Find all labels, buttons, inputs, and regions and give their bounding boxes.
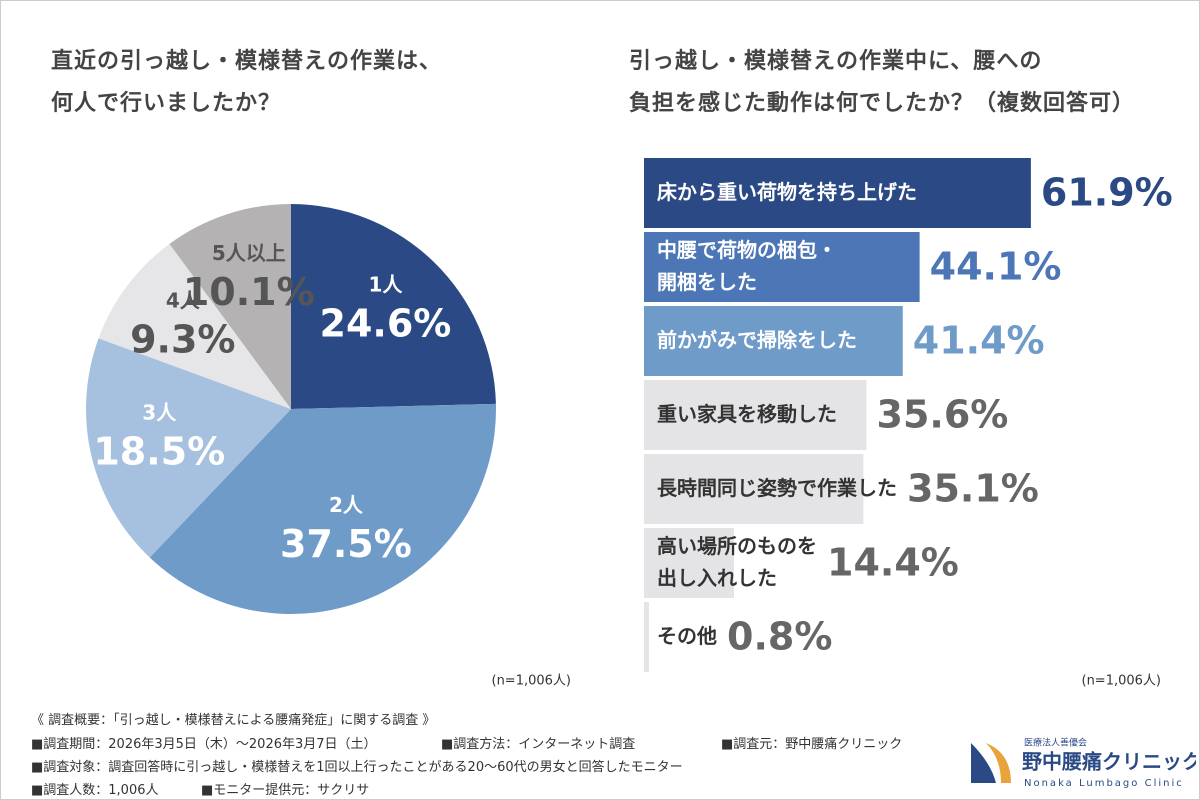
pie-value-label: 37.5% <box>280 522 412 566</box>
bar-category: 重い家具を移動した <box>657 402 837 426</box>
bar <box>644 454 864 524</box>
logo-sub: Nonaka Lumbago Clinic <box>1024 778 1184 789</box>
bar-value-label: 0.8% <box>727 615 832 659</box>
bar-value-label: 61.9% <box>1041 171 1173 215</box>
pie-slice <box>169 204 291 409</box>
footer-source: ■調査元：野中腰痛クリニック <box>721 737 903 752</box>
note: (n=1,006人) <box>1082 674 1162 689</box>
pie-category: 3人 <box>142 400 177 424</box>
bar <box>644 528 734 598</box>
footer-target: ■調査対象：調査回答時に引っ越し・模様替えを1回以上行ったことがある20～60代… <box>31 760 683 775</box>
bar <box>644 232 920 302</box>
pie-value-label: 10.1% <box>183 270 315 314</box>
pie-slice <box>85 338 291 558</box>
bar-category: 中腰で荷物の梱包・開梱をした <box>657 238 837 294</box>
logo-name: 野中腰痛クリニック <box>1022 750 1196 774</box>
bar-category: 高い場所のものを出し入れした <box>657 534 817 590</box>
bar-category: 長時間同じ姿勢で作業した <box>657 476 897 500</box>
logo-mark <box>971 743 996 783</box>
pie-slice <box>149 403 496 614</box>
logo: 医療法人善優会 野中腰痛クリニック Nonaka Lumbago Clinic <box>971 737 1196 789</box>
pie-value-label: 18.5% <box>93 429 225 473</box>
bar-category: 床から重い荷物を持ち上げた <box>657 180 917 204</box>
footer-heading: 《 調査概要：「引っ越し・模様替えによる腰痛発症」に関する調査 》 <box>31 713 436 728</box>
footer-method: ■調査方法：インターネット調査 <box>441 737 636 752</box>
bar <box>644 306 903 376</box>
pie-category: 4人 <box>166 288 201 312</box>
bar <box>644 602 649 672</box>
pie-slice <box>98 243 291 409</box>
pie-category: 2人 <box>329 493 364 517</box>
pie-category: 1人 <box>369 273 404 297</box>
bar-value-label: 14.4% <box>827 541 959 585</box>
bar-value-label: 44.1% <box>930 245 1062 289</box>
pie-value-label: 9.3% <box>130 317 235 361</box>
pie-title: 直近の引っ越し・模様替えの作業は、 何人で行いましたか？ <box>51 49 443 116</box>
logo-org: 医療法人善優会 <box>1024 737 1087 749</box>
footer-count: ■調査人数：1,006人 <box>31 783 159 798</box>
bar-value-label: 35.1% <box>907 467 1039 511</box>
bar <box>644 158 1031 228</box>
bar-value-label: 41.4% <box>913 319 1045 363</box>
footer-period: ■調査期間：2026年3月5日（木）～2026年3月7日（土） <box>31 737 377 752</box>
pie-value-label: 24.6% <box>320 302 452 346</box>
bar-title: 引っ越し・模様替えの作業中に、腰への 負担を感じた動作は何でしたか？（複数回答可… <box>629 49 1136 116</box>
pie-slice <box>291 204 496 409</box>
bar-category: 前かがみで掃除をした <box>657 328 857 352</box>
bar-value-label: 35.6% <box>877 393 1009 437</box>
charts: 1人 24.6% 2人 37.5% 3人 18.5% 4人 9.3% 5人以上 10.1% (n=1… <box>85 158 1173 689</box>
note: (n=1,006人) <box>492 674 572 689</box>
footer-provider: ■モニター提供元：サクリサ <box>201 783 370 798</box>
bar-category: その他 <box>657 624 717 648</box>
bar <box>644 380 867 450</box>
pie-category: 5人以上 <box>212 241 286 265</box>
logo-mark <box>986 743 1011 783</box>
